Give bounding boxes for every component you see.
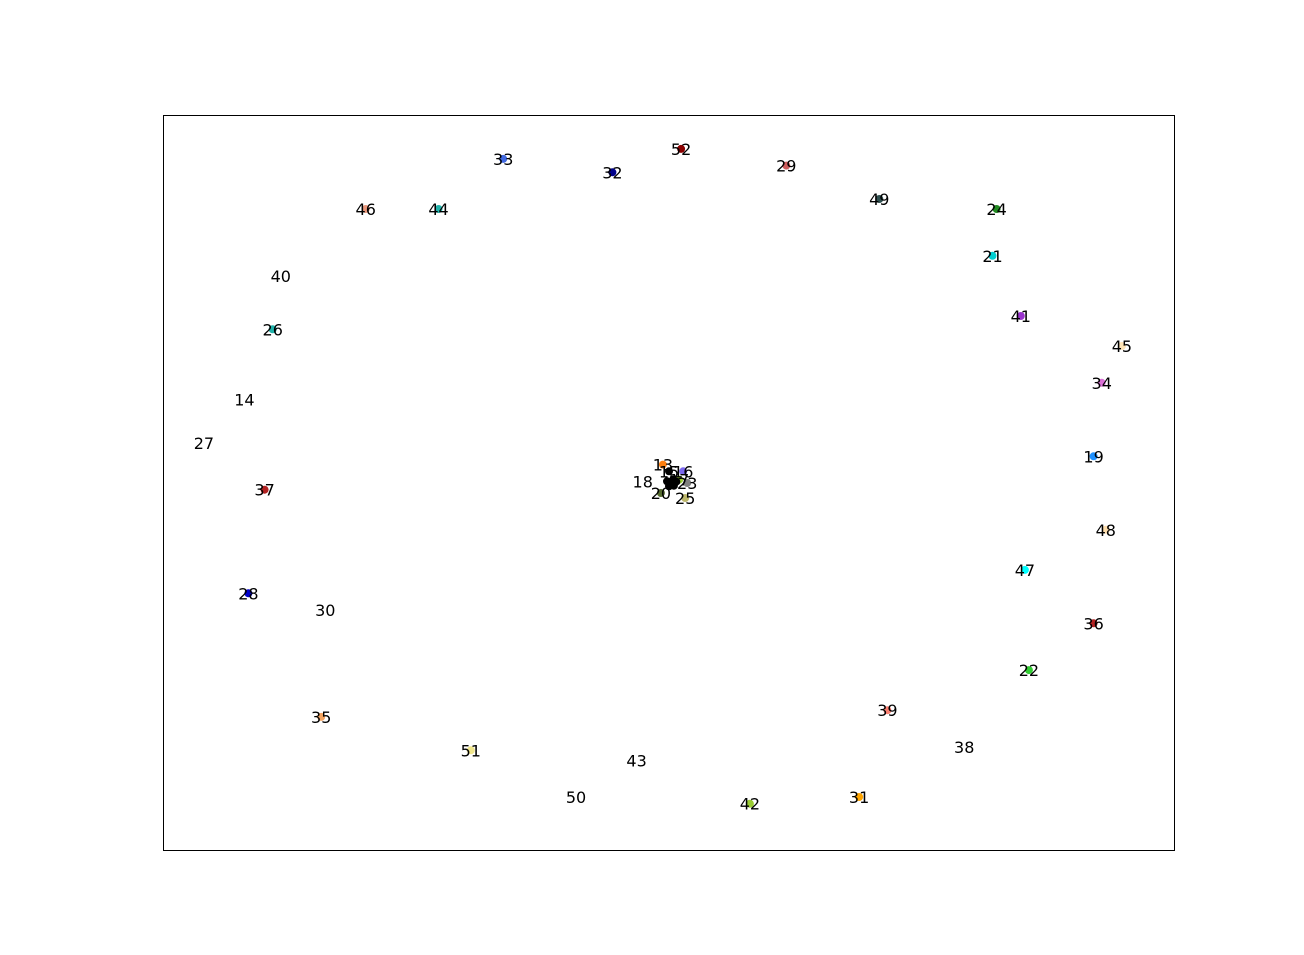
- data-label-24: 24: [986, 200, 1006, 219]
- data-point-32: [608, 168, 617, 177]
- data-point-16: [679, 467, 688, 476]
- data-point-38: [960, 742, 969, 751]
- data-label-23: 23: [677, 474, 697, 493]
- plot-frame: [163, 115, 1175, 851]
- data-point-34: [1097, 378, 1106, 387]
- data-label-42: 42: [740, 795, 760, 814]
- data-label-15: 15: [659, 462, 679, 481]
- data-point-46: [361, 205, 370, 213]
- data-label-16: 16: [673, 462, 693, 481]
- data-point-52: [677, 144, 686, 153]
- data-point-26: [268, 325, 277, 334]
- data-label-29: 29: [776, 157, 796, 176]
- data-point-33: [499, 154, 508, 163]
- data-label-31: 31: [849, 788, 869, 807]
- data-label-26: 26: [263, 320, 283, 339]
- data-point-43: [632, 756, 641, 765]
- data-label-51: 51: [461, 741, 481, 760]
- data-point-30: [321, 606, 330, 614]
- data-point-47: [1020, 565, 1029, 574]
- data-label-21: 21: [982, 247, 1002, 266]
- data-points-layer: [199, 144, 1126, 808]
- data-point-14: [240, 395, 249, 404]
- data-point-24: [992, 205, 1001, 213]
- data-point-23: [683, 479, 692, 487]
- data-point-49: [875, 195, 884, 203]
- data-point-44: [434, 205, 443, 213]
- data-point-25: [681, 494, 690, 502]
- data-point-20: [656, 489, 665, 497]
- data-point-28: [244, 589, 253, 598]
- data-label-46: 46: [356, 200, 376, 219]
- data-label-14: 14: [234, 391, 254, 410]
- data-label-33: 33: [493, 150, 513, 169]
- data-point-27: [199, 438, 208, 447]
- data-label-34: 34: [1092, 374, 1112, 393]
- data-point-15: [665, 467, 673, 476]
- data-point-cluster-44: [665, 482, 673, 491]
- data-label-43: 43: [626, 751, 646, 770]
- data-point-39: [883, 706, 892, 715]
- data-label-52: 52: [671, 140, 691, 159]
- data-point-13: [658, 460, 667, 469]
- data-label-41: 41: [1011, 307, 1031, 326]
- data-point-22: [1024, 666, 1033, 675]
- data-point-48: [1101, 525, 1110, 534]
- data-label-39: 39: [877, 701, 897, 720]
- data-point-31: [855, 793, 864, 801]
- data-point-45: [1117, 342, 1126, 350]
- data-label-50: 50: [566, 788, 586, 807]
- data-label-36: 36: [1083, 614, 1103, 633]
- data-label-30: 30: [315, 601, 335, 620]
- data-label-35: 35: [311, 708, 331, 727]
- data-point-19: [1089, 452, 1098, 461]
- data-point-51: [466, 746, 475, 755]
- data-label-13: 13: [653, 456, 673, 475]
- data-point-35: [317, 712, 326, 721]
- data-label-25: 25: [675, 489, 695, 508]
- data-label-32: 32: [602, 163, 622, 182]
- data-point-42: [745, 799, 754, 808]
- data-point-cluster-45: [672, 477, 681, 486]
- data-point-21: [988, 251, 997, 260]
- data-point-18: [638, 477, 647, 486]
- data-label-37: 37: [254, 481, 274, 500]
- data-label-28: 28: [238, 584, 258, 603]
- data-label-48: 48: [1096, 521, 1116, 540]
- data-label-40: 40: [271, 267, 291, 286]
- data-label-38: 38: [954, 738, 974, 757]
- data-label-17: 17: [669, 471, 689, 490]
- data-point-36: [1089, 619, 1098, 628]
- data-point-37: [260, 485, 269, 494]
- data-point-41: [1016, 312, 1025, 320]
- data-point-29: [782, 161, 791, 170]
- data-label-44: 44: [428, 200, 448, 219]
- data-label-22: 22: [1019, 661, 1039, 680]
- data-label-45: 45: [1112, 337, 1132, 356]
- data-point-40: [276, 271, 285, 280]
- data-label-27: 27: [194, 434, 214, 453]
- data-label-18: 18: [633, 472, 653, 491]
- data-label-49: 49: [869, 190, 889, 209]
- data-label-47: 47: [1015, 561, 1035, 580]
- data-label-19: 19: [1083, 447, 1103, 466]
- data-label-20: 20: [651, 484, 671, 503]
- data-point-50: [572, 793, 580, 801]
